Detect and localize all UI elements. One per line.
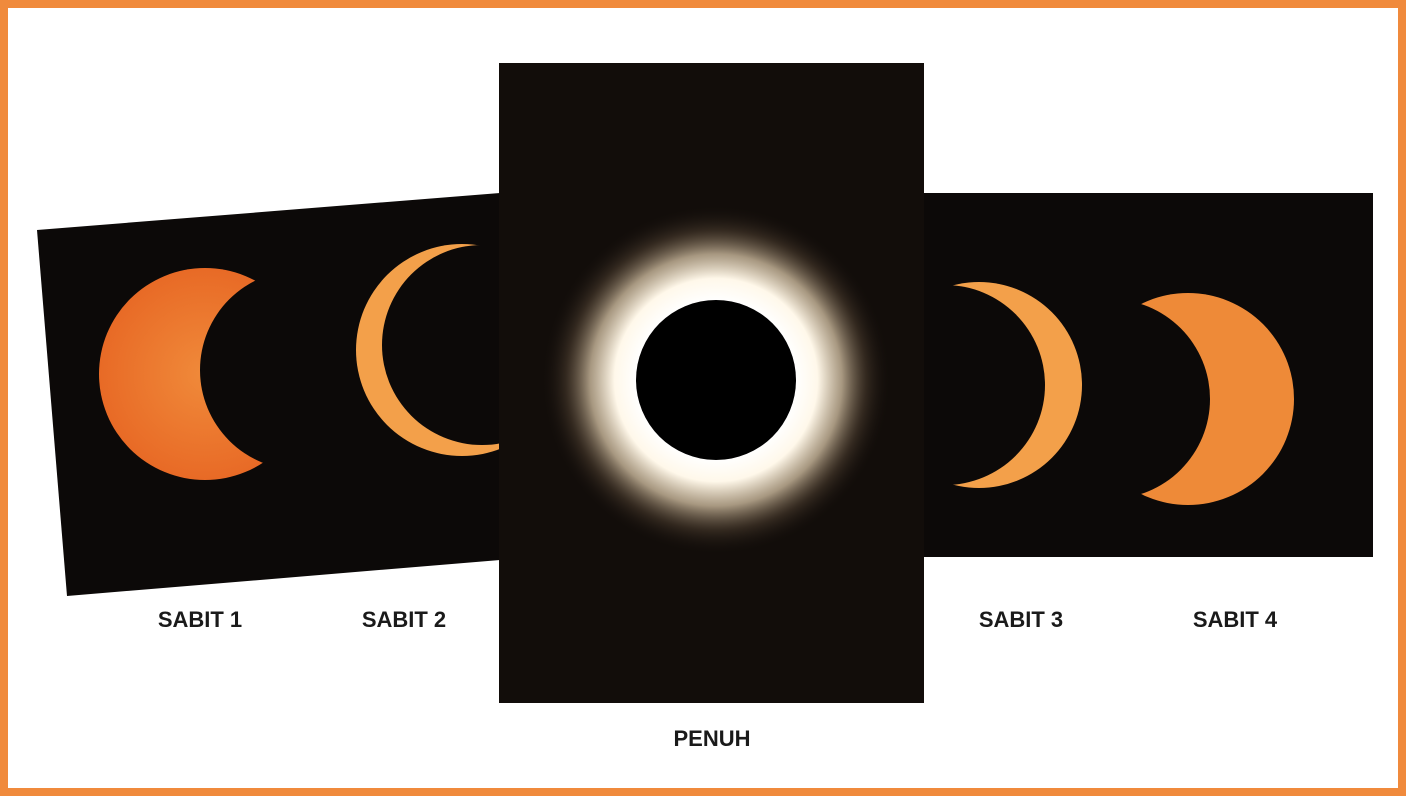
label: SABIT 2 <box>362 607 446 632</box>
moon-disk <box>636 300 796 460</box>
label: PENUH <box>673 726 750 751</box>
center-photo <box>499 63 924 703</box>
eclipse-figure: SABIT 1 SABIT 2 PENUH SABIT 3 SABIT 4 <box>0 0 1406 796</box>
crescent-4 <box>1082 293 1294 505</box>
left-photo <box>37 193 568 596</box>
right-photo <box>876 193 1373 557</box>
crescent-1 <box>99 268 311 480</box>
label: SABIT 4 <box>1193 607 1278 632</box>
label: SABIT 3 <box>979 607 1063 632</box>
label: SABIT 1 <box>158 607 242 632</box>
page: SABIT 1 SABIT 2 PENUH SABIT 3 SABIT 4 ((… <box>0 0 1406 796</box>
